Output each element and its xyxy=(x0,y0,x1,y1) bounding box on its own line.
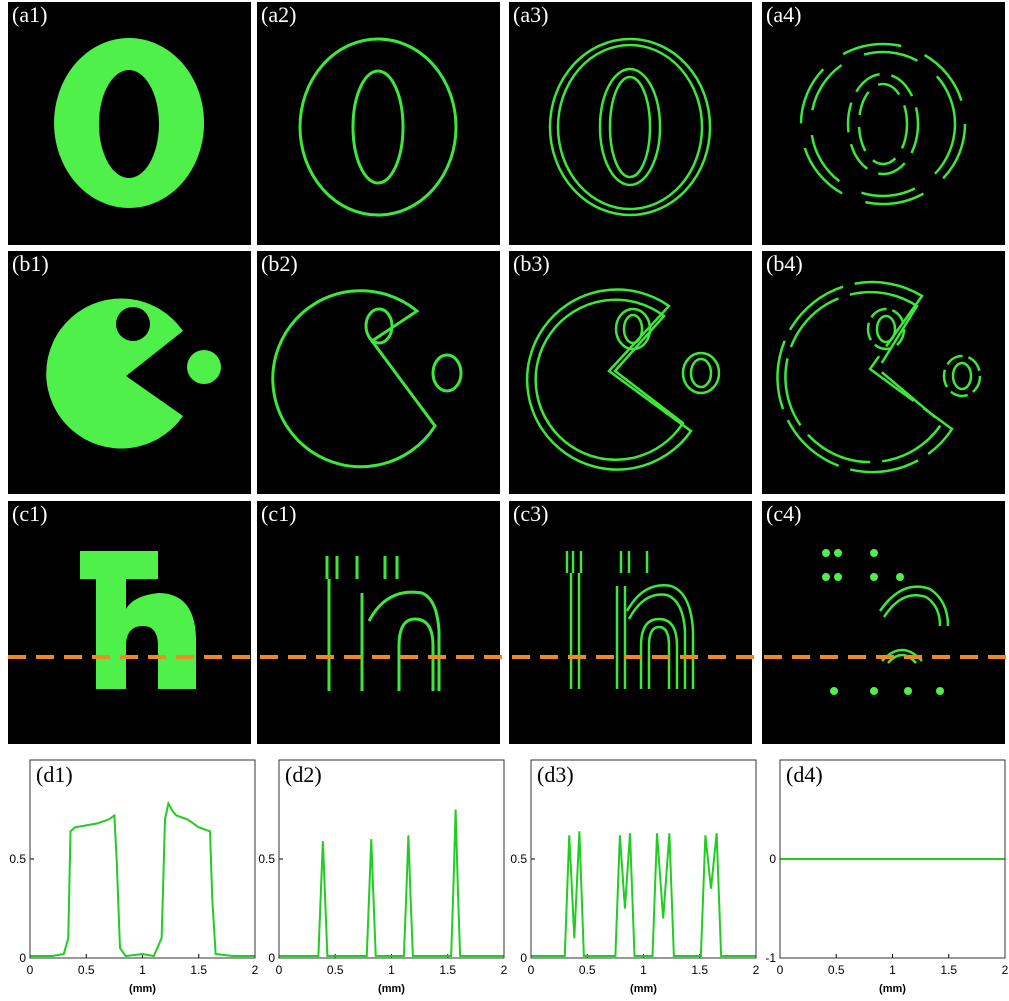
panel-b3: (b3) xyxy=(509,251,752,494)
dot xyxy=(896,573,904,581)
y-tick-label: 0.5 xyxy=(510,852,527,866)
dot xyxy=(870,549,878,557)
panel-label: (c3) xyxy=(513,501,548,526)
x-tick-label: 0 xyxy=(777,963,784,977)
panel-c4: (c4) xyxy=(762,501,1005,744)
x-tick-label: 0.5 xyxy=(579,963,596,977)
panel-label: (c4) xyxy=(766,501,801,526)
chart: 0 0.5 1 1.5 2 0 0.5 (d2) (mm) xyxy=(258,760,507,995)
panel-b1: (b1) xyxy=(8,251,251,494)
panel-label: (b3) xyxy=(513,251,550,276)
x-tick-label: 1.5 xyxy=(940,963,957,977)
shape xyxy=(187,350,221,384)
x-tick-label: 0 xyxy=(276,963,283,977)
panel-a1: (a1) xyxy=(8,2,251,245)
chart: 0 0.5 1 1.5 2 0 0.5 (d1) (mm) xyxy=(9,760,258,995)
x-tick-label: 2 xyxy=(501,963,508,977)
y-tick-label: 0.5 xyxy=(258,852,275,866)
dot xyxy=(904,687,912,695)
y-tick-label: -1 xyxy=(765,951,776,965)
x-tick-label: 1.5 xyxy=(439,963,456,977)
x-tick-label: 0.5 xyxy=(828,963,845,977)
panel-label: (b1) xyxy=(12,251,49,276)
panel-a2: (a2) xyxy=(257,2,500,245)
y-tick-label: 0 xyxy=(769,852,776,866)
x-tick-label: 2 xyxy=(753,963,760,977)
panel-bg xyxy=(257,251,500,494)
panel-c2: (c1) xyxy=(257,501,500,744)
panel-label: (c1) xyxy=(261,501,296,526)
x-axis-label: (mm) xyxy=(129,983,156,995)
x-tick-label: 1 xyxy=(388,963,395,977)
panel-title: (d4) xyxy=(786,762,823,787)
panel-label: (c1) xyxy=(12,501,47,526)
x-tick-label: 2 xyxy=(252,963,259,977)
x-tick-label: 0.5 xyxy=(327,963,344,977)
panel-label: (b2) xyxy=(261,251,298,276)
panel-bg xyxy=(762,2,1005,245)
x-axis-label: (mm) xyxy=(630,983,657,995)
dot xyxy=(936,687,944,695)
x-tick-label: 0 xyxy=(27,963,34,977)
dot xyxy=(834,549,842,557)
panel-title: (d3) xyxy=(537,762,574,787)
plot-area xyxy=(531,760,756,958)
panel-title: (d1) xyxy=(36,762,73,787)
x-tick-label: 0.5 xyxy=(78,963,95,977)
plot-area xyxy=(30,760,255,958)
panel-bg xyxy=(509,501,752,744)
x-tick-label: 1.5 xyxy=(691,963,708,977)
panel-label: (a3) xyxy=(513,2,548,27)
figure: (a1) (a2) (a3) (a4) (b1) (b2) xyxy=(0,0,1009,1001)
x-tick-label: 1 xyxy=(889,963,896,977)
panel-b4: (b4) xyxy=(762,251,1005,494)
x-axis-label: (mm) xyxy=(378,983,405,995)
dot xyxy=(834,573,842,581)
panel-bg xyxy=(762,501,1005,744)
panel-label: (a4) xyxy=(766,2,801,27)
panel-title: (d2) xyxy=(285,762,322,787)
y-tick-label: 0 xyxy=(19,951,26,965)
panel-b2: (b2) xyxy=(257,251,500,494)
panel-c1: (c1) xyxy=(8,501,251,744)
x-tick-label: 1.5 xyxy=(190,963,207,977)
plot-area xyxy=(279,760,504,958)
dot xyxy=(822,549,830,557)
y-tick-label: 0 xyxy=(268,951,275,965)
x-axis-label: (mm) xyxy=(879,983,906,995)
x-tick-label: 2 xyxy=(1002,963,1009,977)
panel-a3: (a3) xyxy=(509,2,752,245)
panel-a4: (a4) xyxy=(762,2,1005,245)
x-tick-label: 1 xyxy=(640,963,647,977)
dot xyxy=(822,573,830,581)
panel-bg xyxy=(257,501,500,744)
panel-label: (a2) xyxy=(261,2,296,27)
panel-c3: (c3) xyxy=(509,501,752,744)
y-tick-label: 0 xyxy=(520,951,527,965)
panel-label: (a1) xyxy=(12,2,47,27)
dot xyxy=(830,687,838,695)
panel-label: (b4) xyxy=(766,251,803,276)
dot xyxy=(870,573,878,581)
dot xyxy=(870,687,878,695)
x-tick-label: 0 xyxy=(528,963,535,977)
y-tick-label: 0.5 xyxy=(9,852,26,866)
x-tick-label: 1 xyxy=(139,963,146,977)
chart: 0 0.5 1 1.5 2 0 0.5 (d3) (mm) xyxy=(510,760,759,995)
shape xyxy=(116,307,150,341)
